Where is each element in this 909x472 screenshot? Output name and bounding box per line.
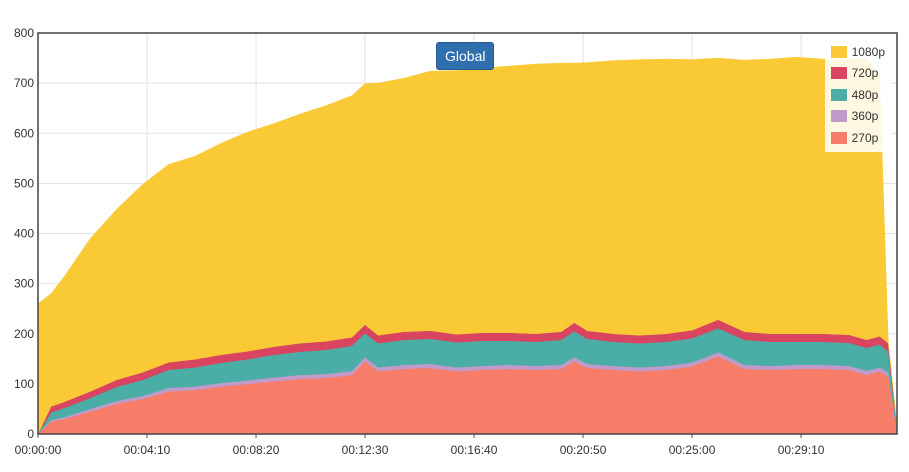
x-tick-label: 00:25:00 <box>669 443 716 457</box>
x-tick-label: 00:16:40 <box>451 443 498 457</box>
y-tick-label: 700 <box>14 76 34 90</box>
x-tick-label: 00:29:10 <box>778 443 825 457</box>
legend-swatch <box>830 110 847 123</box>
y-tick-label: 200 <box>14 327 34 341</box>
x-tick-label: 00:08:20 <box>233 443 280 457</box>
legend-label: 480p <box>851 87 879 102</box>
legend-label: 270p <box>851 130 879 145</box>
legend-swatch <box>830 67 847 80</box>
y-tick-label: 300 <box>14 277 34 291</box>
x-tick-label: 00:20:50 <box>560 443 607 457</box>
area-series-1080p <box>37 56 898 435</box>
legend-label: 360p <box>851 109 879 124</box>
legend-label: 720p <box>851 66 879 81</box>
y-tick-label: 600 <box>14 126 34 140</box>
legend-item-480p: 480p <box>830 84 885 106</box>
legend-swatch <box>830 88 847 101</box>
legend-item-270p: 270p <box>830 127 885 149</box>
legend-item-720p: 720p <box>830 63 885 85</box>
legend: 1080p 720p 480p 360p 270p <box>824 38 891 152</box>
x-tick-label: 00:12:30 <box>342 443 389 457</box>
axis-layer: 0 100 200 300 400 500 600 700 800 00:00:00 00:04:1… <box>14 26 898 457</box>
area-layer <box>37 56 898 435</box>
legend-item-1080p: 1080p <box>830 41 885 63</box>
legend-swatch <box>830 131 847 144</box>
legend-swatch <box>830 45 847 58</box>
y-tick-label: 400 <box>14 227 34 241</box>
plot-frame <box>37 32 898 435</box>
chart-title: Global <box>436 42 495 70</box>
y-tick-label: 0 <box>27 427 34 441</box>
y-tick-label: 100 <box>14 377 34 391</box>
x-tick-label: 00:04:10 <box>124 443 171 457</box>
y-tick-label: 800 <box>14 26 34 40</box>
y-tick-label: 500 <box>14 176 34 190</box>
legend-item-360p: 360p <box>830 106 885 128</box>
x-tick-label: 00:00:00 <box>15 443 62 457</box>
legend-label: 1080p <box>851 44 885 59</box>
